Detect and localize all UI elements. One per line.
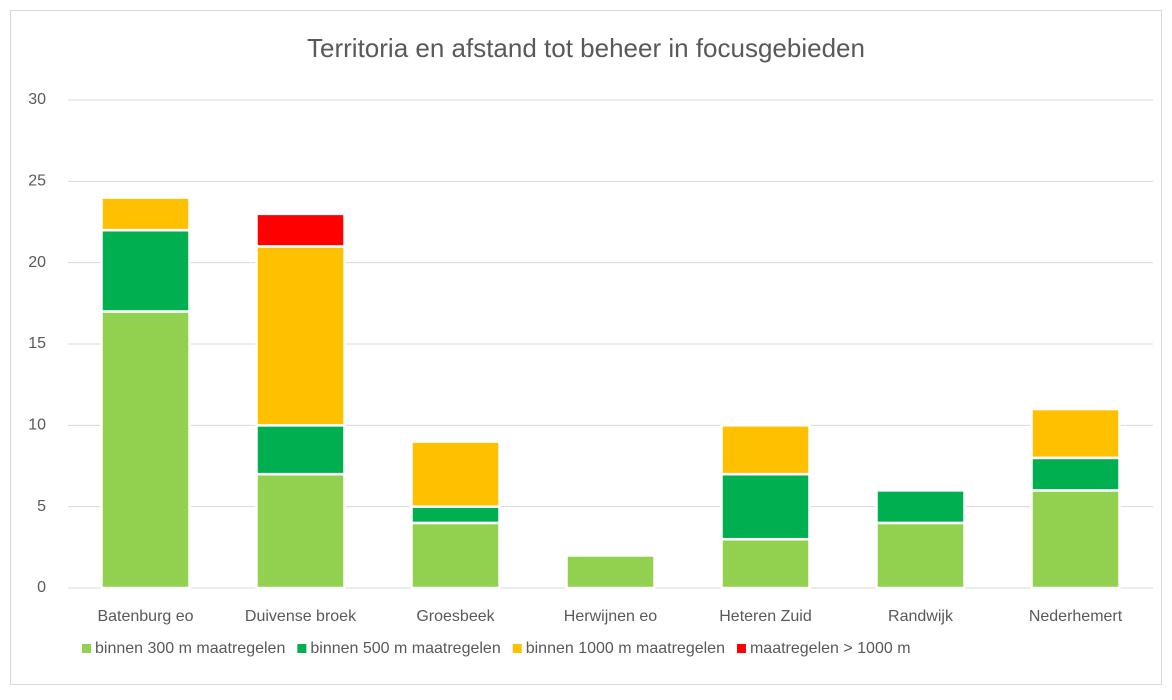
bar-segment [100,310,191,590]
bar-segment [720,424,811,476]
bar-segment [565,554,656,590]
bar-segment [720,537,811,590]
y-tick-label: 10 [28,417,46,434]
bar-segment [410,521,501,590]
y-tick-label: 5 [37,498,46,515]
x-tick-label: Groesbeek [416,608,495,625]
bar-segment [720,472,811,541]
bar-segment [255,212,346,248]
x-tick-label: Nederhemert [1029,608,1123,625]
bar-segment [875,521,966,590]
legend-label: binnen 300 m maatregelen [95,640,285,657]
bar-segment [100,196,191,232]
legend-label: maatregelen > 1000 m [750,640,911,657]
bar-segment [410,440,501,508]
bar-segment [255,472,346,590]
bar-segment [1030,489,1121,590]
bar-segment [100,228,191,313]
x-tick-label: Duivense broek [245,608,357,625]
legend-label: binnen 1000 m maatregelen [526,640,725,657]
y-tick-label: 0 [37,579,46,596]
bar-segment [255,424,346,476]
bar-segment [255,245,346,427]
legend-swatch [512,644,522,653]
y-tick-label: 30 [28,91,46,108]
x-tick-label: Randwijk [888,608,954,625]
legend-label: binnen 500 m maatregelen [310,640,500,657]
bar-segment [410,505,501,525]
x-tick-label: Heteren Zuid [719,608,812,625]
bar-segment [1030,407,1121,460]
bar-segment [875,489,966,525]
legend-swatch [297,644,307,653]
chart-title: Territoria en afstand tot beheer in focu… [307,33,865,63]
legend-swatch [736,644,746,653]
y-tick-label: 15 [28,335,46,352]
x-tick-label: Batenburg eo [97,608,193,625]
legend-swatch [82,644,91,653]
y-tick-label: 25 [28,173,46,190]
bar-segment [1030,456,1121,492]
x-tick-label: Herwijnen eo [564,608,657,625]
y-tick-label: 20 [28,254,46,271]
